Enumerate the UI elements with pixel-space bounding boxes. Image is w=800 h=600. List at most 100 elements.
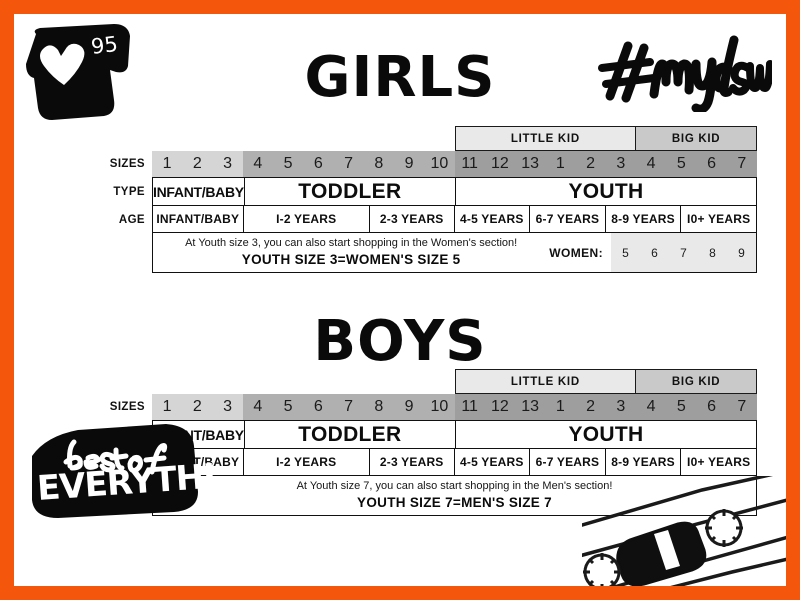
age-cell: 2-3 YEARS [369, 449, 455, 476]
size-cell: 3 [605, 394, 636, 420]
girls-age-label: AGE [118, 213, 145, 226]
size-cell: 7 [726, 151, 757, 177]
girls-type-row: TYPE INFANT/BABY TODDLER YOUTH [97, 177, 757, 206]
boys-little-kid-band: LITTLE KID [454, 369, 637, 394]
size-cell: 6 [303, 394, 334, 420]
age-cell: 6-7 YEARS [530, 206, 606, 233]
age-cell: 8-9 YEARS [605, 449, 682, 476]
type-cell-youth: YOUTH [455, 177, 757, 206]
girls-age-row: AGE INFANT/BABY I-2 YEARS 2-3 YEARS 4-5 … [97, 206, 757, 233]
size-cell: 12 [484, 394, 515, 420]
size-cell: 5 [666, 151, 697, 177]
girls-sizes-row: SIZES 1 2 3 4 5 6 7 8 9 10 11 12 13 1 2 [97, 151, 757, 177]
girls-sizes-label: SIZES [109, 158, 145, 170]
kid-band-spacer [152, 369, 455, 394]
girls-note-row: At Youth size 3, you can also start shop… [97, 233, 757, 273]
girls-title: GIRLS [304, 45, 496, 110]
age-cell: 4-5 YEARS [454, 449, 531, 476]
spacer-label [97, 369, 152, 394]
women-sizes-band: 5 6 7 8 9 [611, 233, 756, 272]
boys-note-line2: YOUTH SIZE 7=MEN'S SIZE 7 [357, 494, 552, 510]
girls-note-text: At Youth size 3, you can also start shop… [153, 233, 549, 272]
type-cell-toddler: TODDLER [244, 177, 456, 206]
women-label: WOMEN: [549, 245, 603, 260]
girls-note-line2: YOUTH SIZE 3=WOMEN'S SIZE 5 [241, 251, 461, 267]
size-cell: 10 [424, 394, 455, 420]
size-cell: 3 [212, 151, 243, 177]
type-cell-toddler: TODDLER [244, 420, 456, 449]
size-cell: 5 [666, 394, 697, 420]
size-cell: 4 [242, 394, 273, 420]
size-cell: 2 [182, 394, 213, 420]
boys-big-kid-band: BIG KID [636, 369, 757, 394]
age-cell: 8-9 YEARS [605, 206, 682, 233]
type-cell-youth: YOUTH [455, 420, 757, 449]
boys-note-line1: At Youth size 7, you can also start shop… [296, 479, 613, 492]
size-cell: 10 [424, 151, 455, 177]
type-cell-infant: INFANT/BABY [152, 177, 245, 206]
boys-note-text: At Youth size 7, you can also start shop… [153, 476, 756, 515]
boys-age-row: AGE INFANT/BABY I-2 YEARS 2-3 YEARS 4-5 … [97, 449, 757, 476]
boys-sizes-row: SIZES 1 2 3 4 5 6 7 8 9 10 11 12 13 1 2 [97, 394, 757, 420]
size-cell: 1 [545, 394, 576, 420]
age-cell: 2-3 YEARS [369, 206, 455, 233]
size-cell: 4 [636, 394, 667, 420]
size-cell: 7 [333, 151, 364, 177]
size-cell: 13 [515, 151, 546, 177]
women-size-cell: 9 [738, 245, 745, 260]
size-cell: 13 [515, 394, 546, 420]
girls-note-line1: At Youth size 3, you can also start shop… [185, 236, 518, 249]
boys-note-row: At Youth size 7, you can also start shop… [97, 476, 757, 516]
age-cell: I0+ YEARS [681, 449, 757, 476]
kid-band-spacer [152, 126, 455, 151]
size-cell: 4 [636, 151, 667, 177]
size-cell: 1 [152, 151, 183, 177]
spacer-label [97, 126, 152, 151]
girls-kid-band-row: LITTLE KID BIG KID [97, 126, 757, 151]
size-cell: 1 [545, 151, 576, 177]
size-cell: 11 [454, 394, 485, 420]
girls-size-chart: LITTLE KID BIG KID SIZES 1 2 3 4 5 6 7 8… [97, 126, 757, 273]
age-cell: I-2 YEARS [243, 449, 370, 476]
boys-title: BOYS [313, 309, 487, 374]
age-cell: I0+ YEARS [681, 206, 757, 233]
best-of-everything-logo: EVERYTHING [32, 424, 216, 518]
size-cell: 7 [333, 394, 364, 420]
age-cell: I-2 YEARS [243, 206, 370, 233]
size-cell: 3 [605, 151, 636, 177]
hashtag-mydsw-logo [598, 35, 772, 112]
size-cell: 5 [273, 151, 304, 177]
women-size-cell: 6 [651, 245, 658, 260]
size-cell: 9 [394, 394, 425, 420]
size-cell: 7 [726, 394, 757, 420]
size-cell: 4 [242, 151, 273, 177]
boys-kid-band-row: LITTLE KID BIG KID [97, 369, 757, 394]
size-cell: 2 [182, 151, 213, 177]
boys-sizes-label: SIZES [109, 401, 145, 413]
size-cell: 8 [363, 151, 394, 177]
age-cell: INFANT/BABY [152, 206, 244, 233]
girls-type-label: TYPE [113, 185, 145, 198]
size-cell: 5 [273, 394, 304, 420]
size-cell: 6 [696, 394, 727, 420]
size-cell: 8 [363, 394, 394, 420]
size-cell: 2 [575, 151, 606, 177]
size-cell: 1 [152, 394, 183, 420]
size-cell: 11 [454, 151, 485, 177]
size-cell: 3 [212, 394, 243, 420]
size-cell: 2 [575, 394, 606, 420]
girls-big-kid-band: BIG KID [636, 126, 757, 151]
girls-little-kid-band: LITTLE KID [454, 126, 637, 151]
women-size-cell: 7 [680, 245, 687, 260]
spacer-label [97, 233, 152, 273]
size-cell: 9 [394, 151, 425, 177]
size-cell: 12 [484, 151, 515, 177]
women-size-cell: 8 [709, 245, 716, 260]
women-size-cell: 5 [622, 245, 629, 260]
sneaker-illustration [582, 476, 786, 586]
size-cell: 6 [696, 151, 727, 177]
size-cell: 6 [303, 151, 334, 177]
poster-canvas: 9 5 GIRLS [14, 14, 786, 586]
age-cell: 4-5 YEARS [454, 206, 531, 233]
